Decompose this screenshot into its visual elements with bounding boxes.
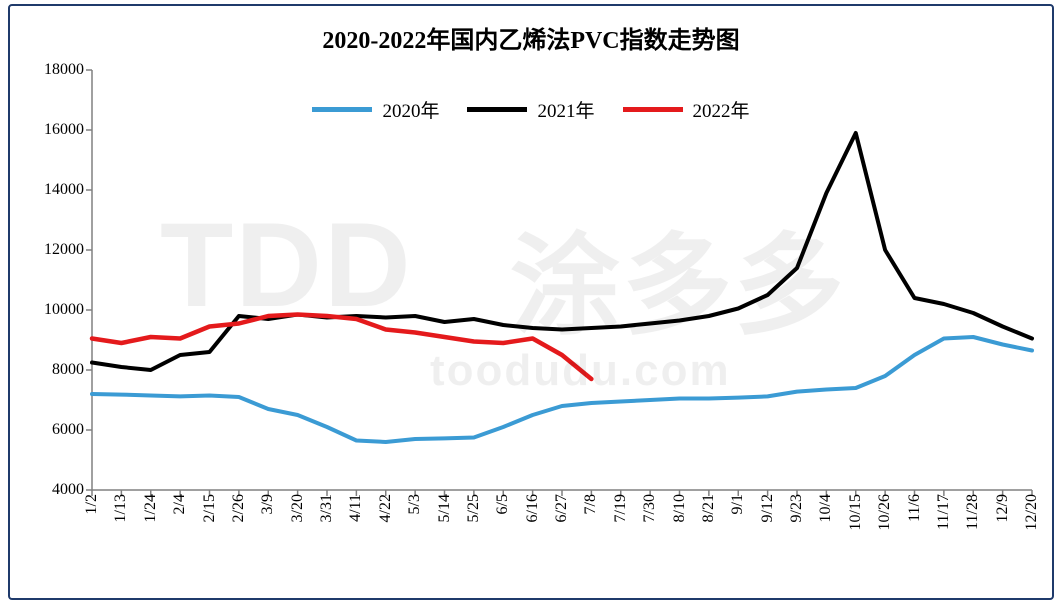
x-axis-tick-label: 9/12 — [759, 490, 777, 522]
x-axis-tick-label: 7/19 — [612, 490, 630, 522]
x-axis-tick-label: 7/30 — [641, 490, 659, 522]
x-axis-tick-label: 9/23 — [788, 490, 806, 522]
y-axis-tick-label: 16000 — [44, 121, 92, 139]
x-axis-tick-label: 8/21 — [700, 490, 718, 522]
x-axis-tick-label: 3/9 — [259, 490, 277, 514]
x-axis-tick-label: 4/22 — [377, 490, 395, 522]
x-axis-tick-label: 1/24 — [142, 490, 160, 522]
y-axis-tick-label: 12000 — [44, 241, 92, 259]
x-axis-tick-label: 1/13 — [112, 490, 130, 522]
chart-frame: 2020-2022年国内乙烯法PVC指数走势图 2020年2021年2022年 … — [8, 4, 1054, 600]
x-axis-tick-label: 12/9 — [994, 490, 1012, 522]
x-axis-tick-label: 4/11 — [347, 490, 365, 522]
x-axis-tick-label: 2/26 — [230, 490, 248, 522]
x-axis-tick-label: 5/25 — [465, 490, 483, 522]
x-axis-tick-label: 11/28 — [964, 490, 982, 530]
y-axis-tick-label: 8000 — [52, 361, 92, 379]
x-axis-tick-label: 10/4 — [817, 490, 835, 522]
plot-svg — [92, 70, 1032, 490]
x-axis-tick-label: 3/31 — [318, 490, 336, 522]
x-axis-tick-label: 5/3 — [406, 490, 424, 514]
x-axis-tick-label: 12/20 — [1023, 490, 1041, 530]
plot-area: 40006000800010000120001400016000180001/2… — [92, 70, 1032, 490]
x-axis-tick-label: 9/1 — [729, 490, 747, 514]
x-axis-tick-label: 7/8 — [582, 490, 600, 514]
x-axis-tick-label: 11/6 — [906, 490, 924, 522]
x-axis-tick-label: 6/27 — [553, 490, 571, 522]
x-axis-tick-label: 2/15 — [201, 490, 219, 522]
x-axis-tick-label: 5/14 — [436, 490, 454, 522]
x-axis-tick-label: 3/20 — [289, 490, 307, 522]
y-axis-tick-label: 10000 — [44, 301, 92, 319]
y-axis-tick-label: 14000 — [44, 181, 92, 199]
y-axis-tick-label: 18000 — [44, 61, 92, 79]
x-axis-tick-label: 2/4 — [171, 490, 189, 514]
x-axis-tick-label: 11/17 — [935, 490, 953, 530]
y-axis-tick-label: 6000 — [52, 421, 92, 439]
x-axis-tick-label: 8/10 — [671, 490, 689, 522]
chart-title: 2020-2022年国内乙烯法PVC指数走势图 — [10, 20, 1052, 55]
x-axis-tick-label: 10/26 — [876, 490, 894, 530]
x-axis-tick-label: 6/5 — [494, 490, 512, 514]
x-axis-tick-label: 6/16 — [524, 490, 542, 522]
x-axis-tick-label: 10/15 — [847, 490, 865, 530]
series-line — [92, 133, 1032, 370]
x-axis-tick-label: 1/2 — [83, 490, 101, 514]
series-line — [92, 315, 591, 380]
